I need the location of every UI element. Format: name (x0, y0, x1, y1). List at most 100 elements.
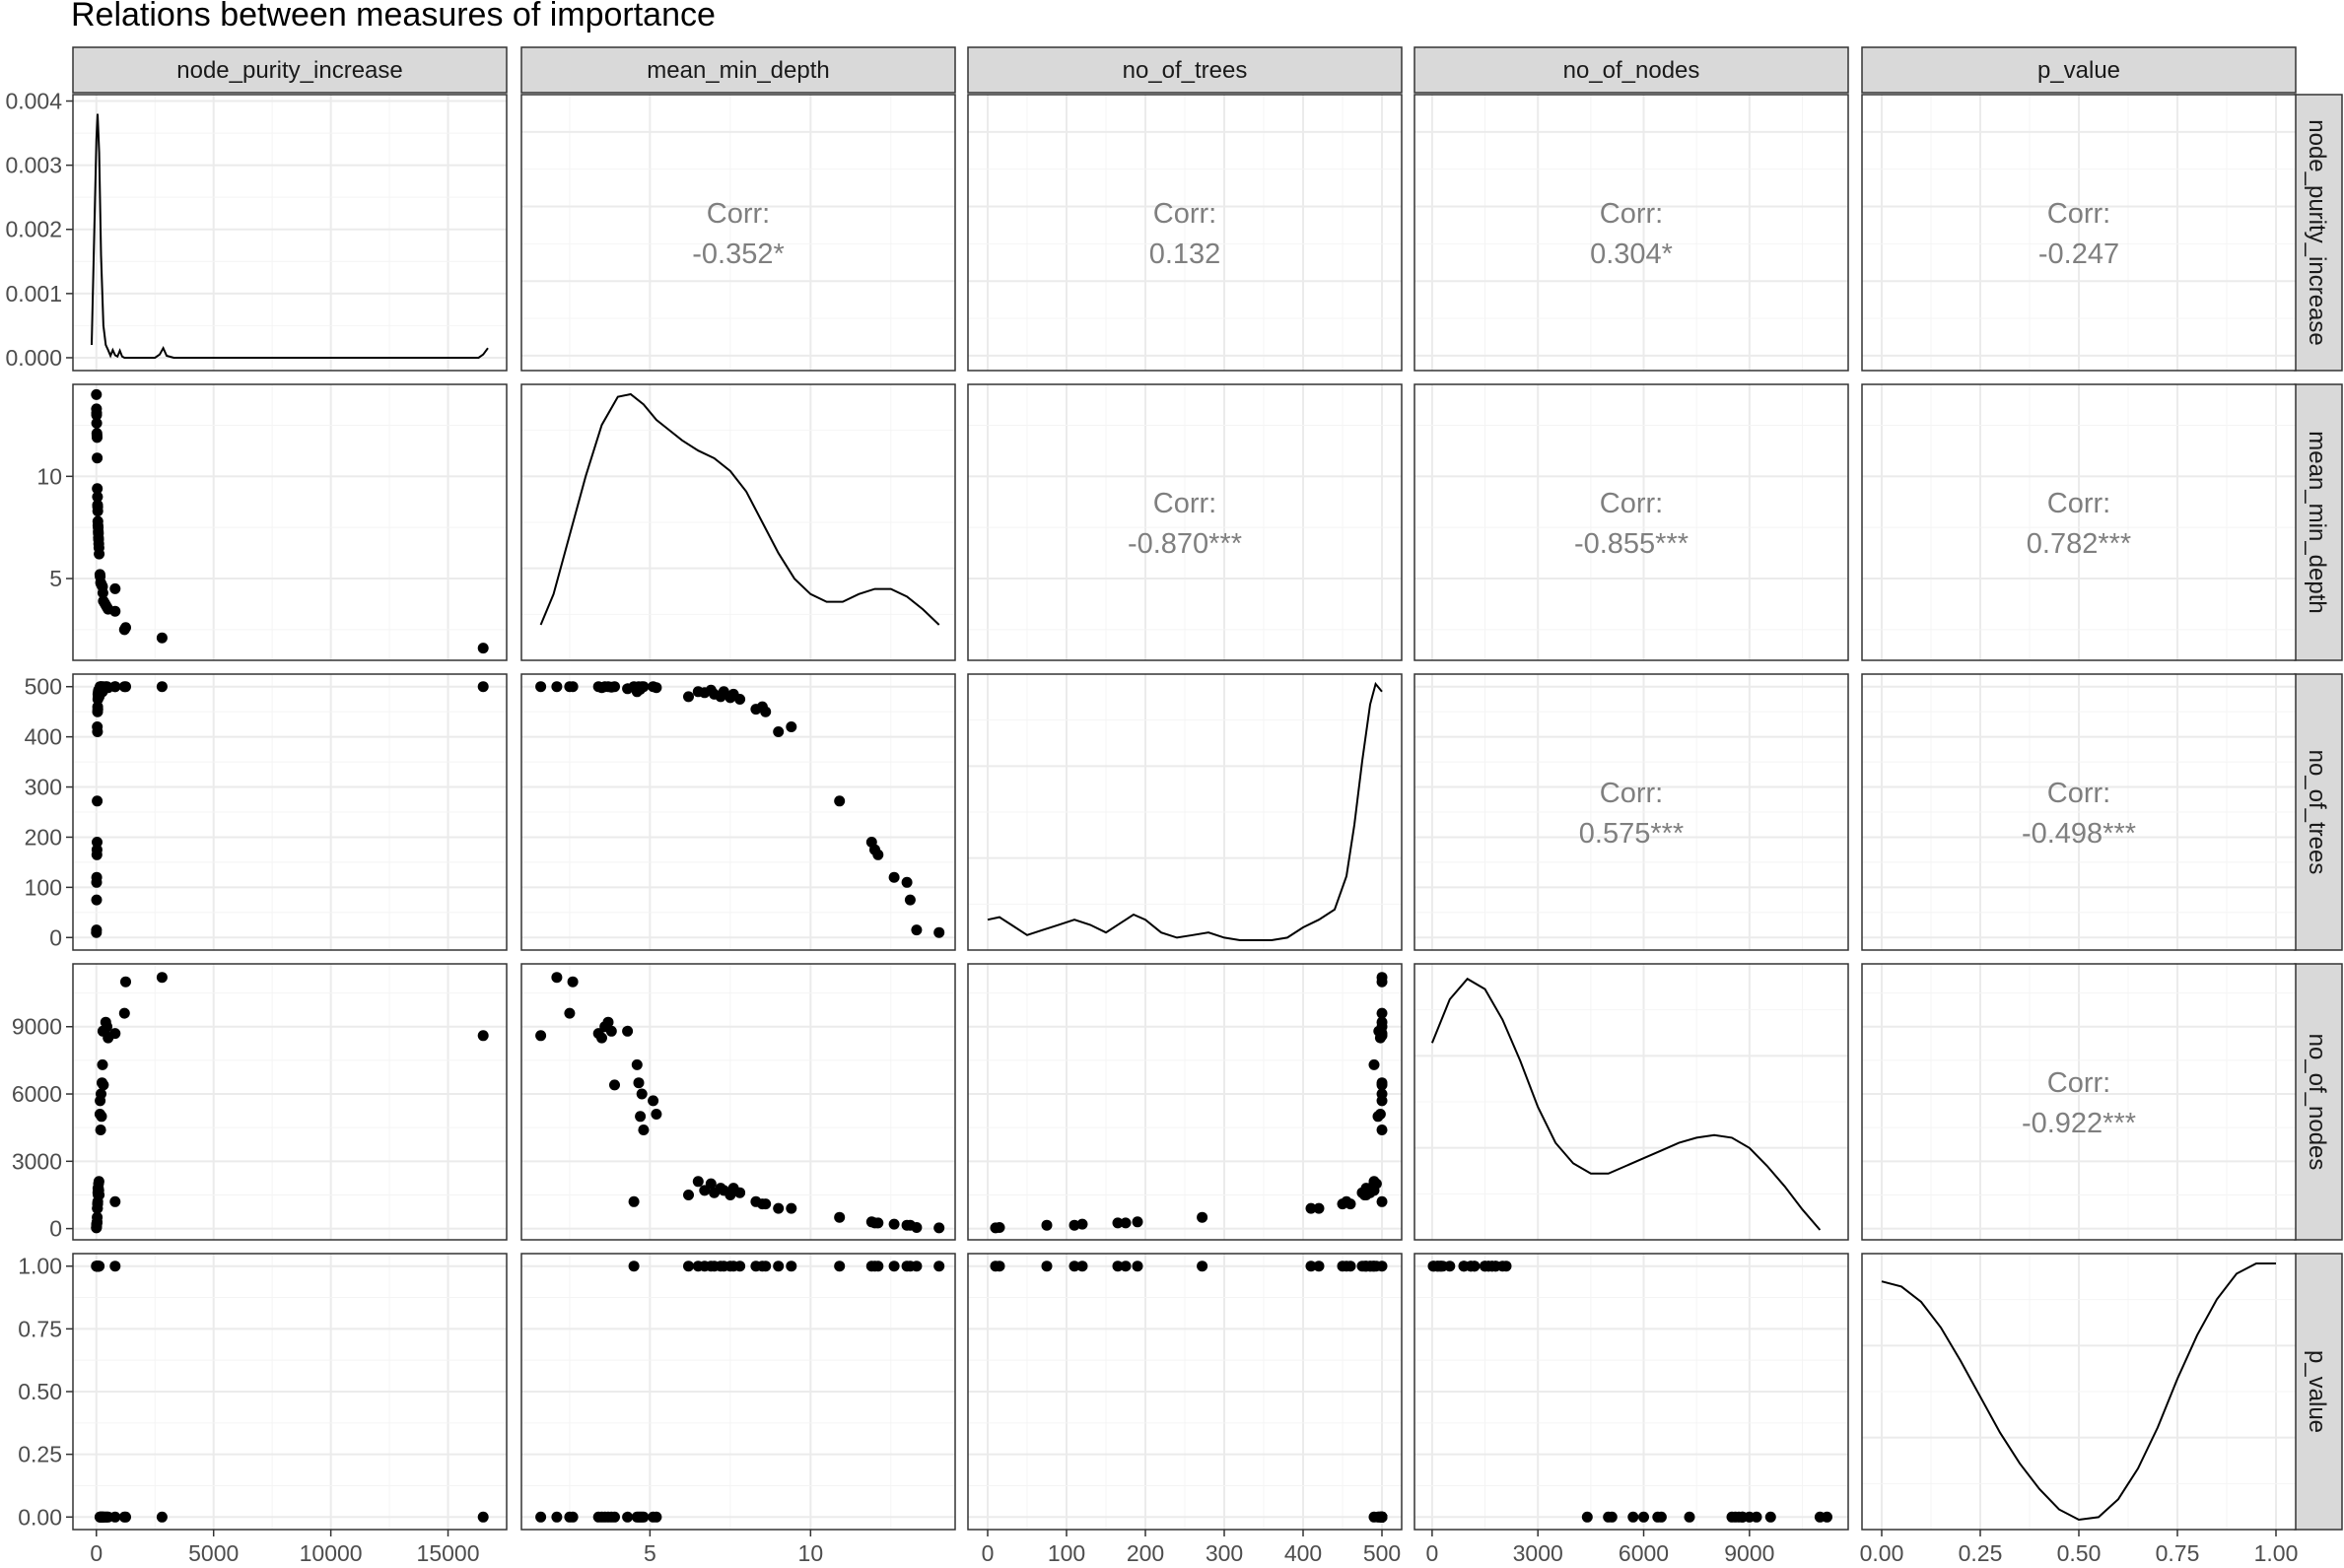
strip-label-mean_min_depth: mean_min_depth (647, 57, 829, 84)
corr-value: 0.304* (1590, 239, 1673, 270)
data-point (109, 1261, 121, 1272)
panel-border (967, 963, 1403, 1241)
corr-value: 0.132 (1149, 239, 1221, 270)
data-point (92, 795, 103, 807)
data-point (92, 499, 103, 511)
data-point (636, 1088, 648, 1100)
y-tick-label: 0.50 (18, 1379, 62, 1404)
y-tick-label: 100 (25, 874, 62, 900)
data-point (990, 1222, 1001, 1234)
panel-border (967, 673, 1403, 951)
data-point (609, 1511, 620, 1523)
data-point (888, 1218, 900, 1230)
data-point (120, 622, 131, 634)
y-tick-label: 300 (25, 775, 62, 800)
data-point (1368, 1058, 1380, 1070)
corr-label: Corr: (1600, 198, 1663, 230)
data-point (1751, 1511, 1762, 1523)
data-point (1627, 1511, 1639, 1523)
panel-border (1861, 963, 2297, 1241)
data-point (699, 1185, 711, 1196)
corr-value: 0.782*** (2027, 528, 2131, 560)
panel-grid: node_purity_increase mean_min_depth no_of_… (5, 46, 2343, 1566)
x-tick-label: 400 (1284, 1540, 1322, 1566)
data-point (1364, 1183, 1376, 1194)
data-point (911, 1261, 923, 1272)
panel-border (1413, 383, 1849, 661)
data-point (609, 1079, 620, 1091)
data-point (651, 1511, 662, 1523)
data-point (92, 837, 103, 848)
data-point (773, 726, 785, 737)
corr-value: -0.247 (2038, 239, 2119, 270)
data-point (705, 1178, 717, 1190)
x-tick-label: 100 (1048, 1540, 1085, 1566)
y-tick-label: 9000 (12, 1014, 62, 1040)
data-point (567, 681, 579, 693)
panel-p_value-p_value: 0.00 0.25 0.50 0.75 1.00 (1860, 1253, 2298, 1566)
y-tick-label: 10 (36, 463, 62, 489)
data-point (551, 972, 563, 984)
data-point (1305, 1261, 1317, 1272)
panel-border (520, 1253, 956, 1531)
data-point (1726, 1511, 1738, 1523)
data-point (683, 1261, 694, 1272)
data-point (631, 1058, 643, 1070)
corr-value: -0.922*** (2022, 1108, 2136, 1139)
x-tick-label: 300 (1206, 1540, 1243, 1566)
data-point (109, 582, 121, 594)
strip-label-right-p_value: p_value (2304, 1350, 2330, 1433)
data-point (1344, 1261, 1356, 1272)
panel-border (1413, 1253, 1849, 1531)
panel-node_purity_increase-node_purity_increase: 0.000 0.001 0.002 0.003 0.004 (5, 89, 508, 372)
strip-label-right-node_purity_increase: node_purity_increase (2304, 119, 2330, 346)
data-point (91, 876, 103, 888)
data-point (156, 1511, 168, 1523)
data-point (1132, 1261, 1143, 1272)
data-point (1132, 1216, 1143, 1228)
data-point (1482, 1261, 1494, 1272)
x-tick-label: 3000 (1513, 1540, 1563, 1566)
data-point (118, 1007, 130, 1019)
corr-label: Corr: (2047, 198, 2110, 230)
data-point (1356, 1261, 1368, 1272)
data-point (605, 1025, 617, 1037)
panel-no_of_trees-no_of_nodes: Corr: 0.575*** (1413, 673, 1849, 951)
data-point (1684, 1511, 1695, 1523)
data-point (635, 1111, 647, 1123)
data-point (1120, 1261, 1132, 1272)
data-point (834, 795, 846, 807)
data-point (692, 1176, 704, 1188)
panel-border (1861, 673, 2297, 951)
data-point (1197, 1261, 1208, 1272)
strip-top-node_purity_increase (72, 46, 508, 94)
strip-top-no_of_nodes (1413, 46, 1849, 94)
data-point (94, 1109, 105, 1120)
panel-p_value-mean_min_depth: 5 10 (520, 1253, 956, 1566)
data-point (1197, 1211, 1208, 1223)
data-point (602, 1016, 614, 1028)
data-point (648, 1095, 659, 1107)
corr-label: Corr: (2047, 488, 2110, 519)
data-point (92, 452, 103, 464)
panel-mean_min_depth-p_value: Corr: 0.782*** (1861, 383, 2297, 661)
panel-border (967, 383, 1403, 661)
x-tick-label: 0.50 (2057, 1540, 2102, 1566)
y-tick-label: 0.004 (5, 89, 62, 114)
data-point (1337, 1261, 1348, 1272)
data-point (92, 721, 103, 732)
panel-background (73, 384, 507, 660)
data-point (651, 1109, 662, 1120)
data-point (1305, 1202, 1317, 1214)
panel-background (1414, 384, 1848, 660)
data-point (92, 491, 103, 503)
panel-border (72, 383, 508, 661)
panel-no_of_trees-p_value: Corr: -0.498*** (1861, 673, 2297, 951)
data-point (156, 632, 168, 644)
data-point (773, 1261, 785, 1272)
y-tick-label: 0.00 (18, 1504, 62, 1530)
data-point (911, 924, 923, 936)
data-point (91, 388, 103, 400)
density-line-node_purity_increase (91, 113, 489, 359)
corr-value: -0.498*** (2022, 818, 2136, 850)
